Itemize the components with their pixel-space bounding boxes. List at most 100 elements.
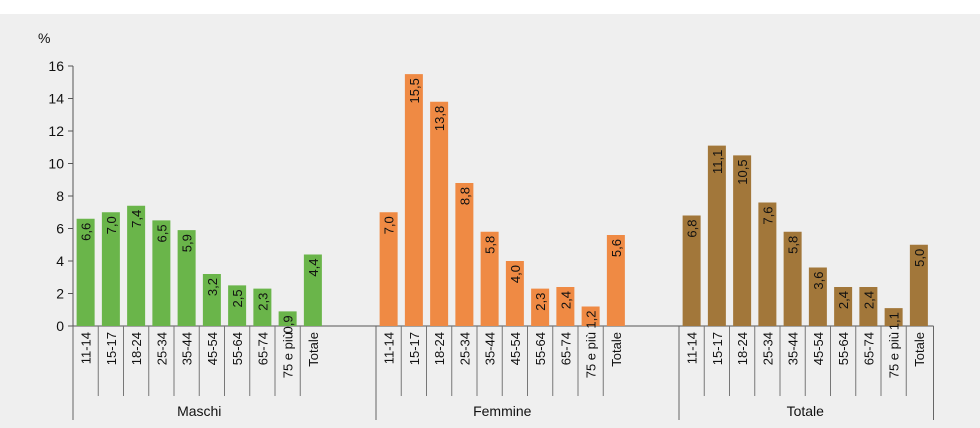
bar-value-label: 1,1 [887,312,902,330]
bar-value-label: 5,8 [786,236,801,254]
bar [606,235,625,326]
bar [101,212,120,326]
bar-chart: % 0 2 4 6 8 10 12 14 16 Maschi 11-14 15-17 18-24 25-… [38,30,934,420]
bar-value-label: 7,4 [129,210,144,228]
category-label: 75 e più [584,332,599,378]
bar-value-label: 1,2 [584,311,599,329]
category-label: Totale [306,332,321,367]
bar-value-label: 2,4 [836,291,851,309]
bar-value-label: 3,6 [811,272,826,290]
bar-value-label: 13,8 [432,106,447,131]
category-label: 75 e più [887,332,902,378]
category-label: 55-64 [533,332,548,365]
bars: 6,6 7,0 7,4 6,5 5,9 3,2 2,5 2,3 0,9 4,4 7,0 15,5 13,… [76,74,928,333]
bar [682,215,701,326]
category-label: 15-17 [104,332,119,365]
bar [430,101,449,326]
y-tick-label: 14 [48,91,64,107]
x-axis: Maschi 11-14 15-17 18-24 25-34 35-44 45-54 55-6… [72,325,934,420]
y-axis: 0 2 4 6 8 10 12 14 16 [48,58,74,334]
y-tick-label: 16 [48,58,64,74]
category-label: 25-34 [760,332,775,365]
bar-value-label: 2,3 [255,293,270,311]
bar [859,287,878,326]
bar [228,285,247,326]
bar [707,145,726,326]
bar [303,254,322,326]
category-label: 55-64 [836,332,851,365]
category-label: 35-44 [786,332,801,365]
bar-value-label: 6,6 [79,223,94,241]
bar [505,261,524,326]
bar [783,231,802,326]
category-label: 75 e più [281,332,296,378]
bar [404,74,423,326]
bar-value-label: 10,5 [735,159,750,184]
category-label: 35-44 [180,332,195,365]
bar [379,212,398,326]
bar-value-label: 5,8 [483,236,498,254]
bar-value-label: 11,1 [710,150,725,174]
y-tick-label: 8 [56,188,64,204]
bar-value-label: 2,5 [230,289,245,307]
category-label: 25-34 [154,332,169,365]
bar-value-label: 3,2 [205,278,220,296]
bar-value-label: 7,0 [382,216,397,234]
bar [531,288,550,326]
category-label: 65-74 [255,332,270,365]
category-label: 15-17 [407,332,422,365]
bar [177,230,196,326]
category-label: 18-24 [129,332,144,365]
bar [480,231,499,326]
y-tick-label: 10 [48,156,64,172]
category-label: Totale [912,332,927,367]
bar-value-label: 6,8 [685,220,700,238]
category-label: 65-74 [558,332,573,365]
bar [76,218,95,326]
group-label: Totale [787,403,825,419]
category-label: 11-14 [79,332,94,364]
bar-value-label: 7,0 [104,216,119,234]
category-label: 65-74 [861,332,876,365]
category-label: 11-14 [685,332,700,364]
group-label: Maschi [177,403,221,419]
group-label: Femmine [473,403,532,419]
bar-value-label: 2,4 [558,291,573,309]
bar [733,155,752,326]
bar-value-label: 5,6 [609,239,624,257]
category-label: 25-34 [457,332,472,365]
bar-value-label: 7,6 [760,207,775,225]
bar [581,306,600,326]
category-label: 55-64 [230,332,245,365]
bar-value-label: 4,4 [306,259,321,277]
bar [808,267,827,326]
y-tick-label: 0 [56,318,64,334]
category-label: 45-54 [205,332,220,365]
category-label: 45-54 [811,332,826,365]
bar-value-label: 8,8 [457,187,472,205]
bar [278,311,297,326]
bar [202,274,221,326]
category-label: 45-54 [508,332,523,365]
bar [884,308,903,326]
category-label: 18-24 [735,332,750,365]
bar-value-label: 2,3 [533,293,548,311]
bar-value-label: 15,5 [407,78,422,103]
y-tick-label: 6 [56,221,64,237]
chart-panel: % 0 2 4 6 8 10 12 14 16 Maschi 11-14 15-17 18-24 25-… [0,14,980,428]
category-label: 35-44 [483,332,498,365]
bar [758,202,777,326]
bar-value-label: 5,0 [912,249,927,267]
bar [152,220,171,326]
bar-value-label: 4,0 [508,265,523,283]
y-axis-label: % [38,30,50,46]
y-tick-label: 2 [56,286,64,302]
bar-value-label: 2,4 [861,291,876,309]
bar-value-label: 5,9 [180,234,195,252]
bar [127,205,146,326]
bar [455,183,474,326]
bar-value-label: 6,5 [154,224,169,242]
bar [556,287,575,326]
y-tick-label: 4 [56,253,64,269]
category-label: 18-24 [432,332,447,365]
